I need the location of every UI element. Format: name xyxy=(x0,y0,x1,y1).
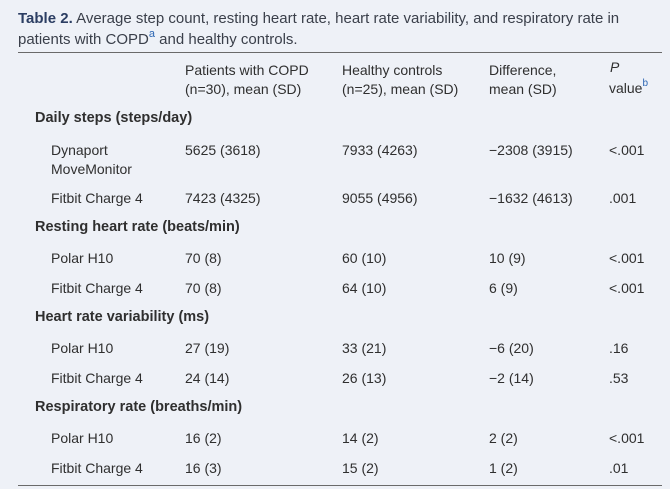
row-device-label: Fitbit Charge 4 xyxy=(51,460,143,476)
header-value-label: value xyxy=(609,80,643,96)
caption-text: Average step count, resting heart rate, … xyxy=(18,10,620,48)
cell-pvalue: <.001 xyxy=(609,250,645,266)
cell-difference: −6 (20) xyxy=(489,340,534,356)
cell-difference: 1 (2) xyxy=(489,460,518,476)
cell-copd: 16 (3) xyxy=(185,460,222,476)
header-copd-line1: Patients with COPD xyxy=(185,62,309,78)
row-device-label: Fitbit Charge 4 xyxy=(51,190,143,206)
cell-pvalue: .16 xyxy=(609,340,629,356)
cell-pvalue: <.001 xyxy=(609,280,645,296)
cell-healthy: 9055 (4956) xyxy=(342,190,418,206)
table-top-rule xyxy=(18,52,662,53)
cell-healthy: 60 (10) xyxy=(342,250,387,266)
group-resting-heart-rate: Resting heart rate (beats/min) xyxy=(35,219,240,235)
cell-pvalue: .01 xyxy=(609,460,629,476)
cell-difference: 10 (9) xyxy=(489,250,526,266)
footnote-a-marker[interactable]: a xyxy=(148,28,156,40)
cell-pvalue: <.001 xyxy=(609,430,645,446)
group-heart-rate-variability: Heart rate variability (ms) xyxy=(35,309,210,325)
caption-text-end: and healthy controls. xyxy=(155,31,298,48)
row-device-label: Polar H10 xyxy=(51,250,114,266)
cell-difference: 2 (2) xyxy=(489,430,518,446)
cell-difference: −1632 (4613) xyxy=(489,190,573,206)
cell-copd: 16 (2) xyxy=(185,430,222,446)
cell-copd: 7423 (4325) xyxy=(185,190,261,206)
cell-copd: 27 (19) xyxy=(185,340,230,356)
cell-healthy: 33 (21) xyxy=(342,340,387,356)
cell-healthy: 15 (2) xyxy=(342,460,379,476)
cell-difference: 6 (9) xyxy=(489,280,518,296)
table-label: Table 2. xyxy=(18,10,73,27)
cell-healthy: 7933 (4263) xyxy=(342,142,418,158)
cell-copd: 70 (8) xyxy=(185,250,222,266)
cell-healthy: 14 (2) xyxy=(342,430,379,446)
cell-copd: 70 (8) xyxy=(185,280,222,296)
header-healthy-line2: (n=25), mean (SD) xyxy=(342,81,459,97)
header-copd-line2: (n=30), mean (SD) xyxy=(185,81,302,97)
row-device-label: Fitbit Charge 4 xyxy=(51,280,143,296)
cell-healthy: 26 (13) xyxy=(342,370,387,386)
header-difference-line1: Difference, xyxy=(489,62,557,78)
header-pvalue: P valueb xyxy=(609,58,648,98)
row-device-label: Dynaport MoveMonitor xyxy=(51,141,132,179)
row-device-label: Polar H10 xyxy=(51,340,114,356)
cell-copd: 24 (14) xyxy=(185,370,230,386)
row-device-label: Fitbit Charge 4 xyxy=(51,370,143,386)
cell-copd: 5625 (3618) xyxy=(185,142,261,158)
row-device-line1: Dynaport xyxy=(51,142,108,158)
cell-pvalue: .53 xyxy=(609,370,629,386)
row-device-label: Polar H10 xyxy=(51,430,114,446)
header-copd: Patients with COPD (n=30), mean (SD) xyxy=(185,61,309,99)
cell-difference: −2308 (3915) xyxy=(489,142,573,158)
header-healthy: Healthy controls (n=25), mean (SD) xyxy=(342,61,458,99)
header-difference-line2: mean (SD) xyxy=(489,81,557,97)
table-bottom-rule xyxy=(18,485,662,486)
header-healthy-line1: Healthy controls xyxy=(342,62,443,78)
footnote-b-marker[interactable]: b xyxy=(642,78,649,90)
cell-healthy: 64 (10) xyxy=(342,280,387,296)
group-respiratory-rate: Respiratory rate (breaths/min) xyxy=(35,399,243,415)
table-caption: Table 2. Average step count, resting hea… xyxy=(18,8,653,50)
header-difference: Difference, mean (SD) xyxy=(489,61,557,99)
cell-pvalue: .001 xyxy=(609,190,637,206)
cell-pvalue: <.001 xyxy=(609,142,645,158)
group-daily-steps: Daily steps (steps/day) xyxy=(35,110,193,126)
cell-difference: −2 (14) xyxy=(489,370,534,386)
row-device-line2: MoveMonitor xyxy=(51,161,132,177)
header-p-italic: P xyxy=(610,59,620,75)
